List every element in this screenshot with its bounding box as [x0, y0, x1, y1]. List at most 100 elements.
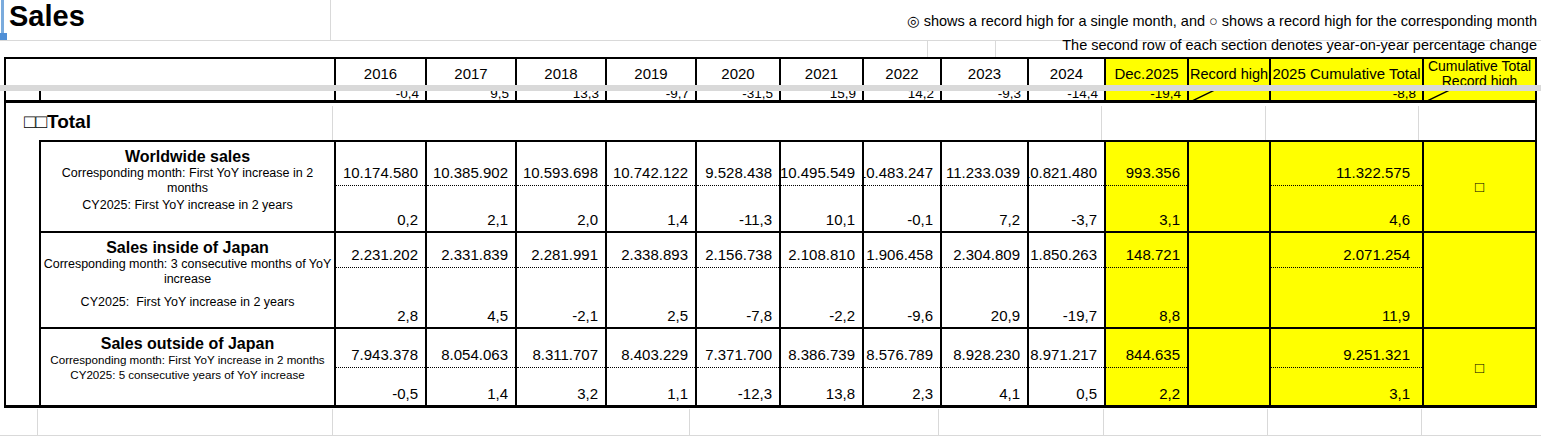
- dec-2025-header[interactable]: Dec.2025: [1104, 59, 1187, 88]
- yoy-pct: 10,1: [781, 186, 862, 231]
- cumulative-total-header[interactable]: 2025 Cumulative Total: [1269, 59, 1422, 88]
- cumulative-cell[interactable]: 11.322.5754,6: [1269, 140, 1422, 231]
- dec-value-cell[interactable]: 148.7218,8: [1104, 231, 1187, 327]
- header-empty-cell[interactable]: [6, 59, 334, 88]
- year-header[interactable]: 2022: [862, 59, 940, 88]
- yoy-pct: -11,3: [697, 186, 779, 231]
- year-header[interactable]: 2018: [515, 59, 605, 88]
- value-cell[interactable]: 10.483.247-0,1: [862, 140, 940, 231]
- value-cell[interactable]: 10.742.1221,4: [605, 140, 695, 231]
- yoy-pct: 1,1: [607, 368, 695, 405]
- sales-value: 10.821.480: [1029, 142, 1104, 186]
- sales-value: 7.371.700: [697, 329, 779, 368]
- cumulative-cell[interactable]: 2.071.25411,9: [1269, 231, 1422, 327]
- value-cell[interactable]: 8.971.2170,5: [1027, 327, 1104, 405]
- sales-value: 2.281.991: [517, 233, 605, 268]
- value-cell[interactable]: 10.174.5800,2: [334, 140, 425, 231]
- value-cell[interactable]: 8.054.0631,4: [425, 327, 515, 405]
- total-section-header[interactable]: □□Total: [6, 100, 1535, 140]
- year-header[interactable]: 2023: [940, 59, 1027, 88]
- value-cell[interactable]: 2.156.738-7,8: [695, 231, 779, 327]
- value-cell[interactable]: 2.338.8932,5: [605, 231, 695, 327]
- gridline: [1265, 106, 1266, 140]
- yoy-pct: 2,5: [607, 268, 695, 327]
- sales-value: 9.528.438: [697, 142, 779, 186]
- value-cell[interactable]: 11.233.0397,2: [940, 140, 1027, 231]
- gridline: [37, 409, 38, 435]
- year-header[interactable]: 2017: [425, 59, 515, 88]
- legend-second-row[interactable]: The second row of each section denotes y…: [1062, 37, 1537, 53]
- cumulative-record-mark-cell[interactable]: [1422, 231, 1535, 327]
- year-header[interactable]: 2016: [334, 59, 425, 88]
- record-high-cell[interactable]: [1187, 327, 1269, 405]
- value-cell[interactable]: 10.385.9022,1: [425, 140, 515, 231]
- cumulative-record-mark-cell[interactable]: □: [1422, 327, 1535, 405]
- cell-selection-handle[interactable]: [0, 33, 7, 40]
- yoy-pct: 4,6: [1271, 186, 1422, 231]
- value-cell[interactable]: 10.821.480-3,7: [1027, 140, 1104, 231]
- value-cell[interactable]: 8.576.7892,3: [862, 327, 940, 405]
- section-title: Sales outside of Japan: [41, 335, 334, 353]
- yoy-pct: 1,4: [427, 368, 515, 405]
- value-cell[interactable]: 7.943.378-0,5: [334, 327, 425, 405]
- yoy-pct: -0,5: [336, 368, 425, 405]
- year-header[interactable]: 2019: [605, 59, 695, 88]
- yoy-pct: -9,6: [864, 268, 940, 327]
- cumulative-record-mark-cell[interactable]: □: [1422, 140, 1535, 231]
- value-cell[interactable]: 1.906.458-9,6: [862, 231, 940, 327]
- value-cell[interactable]: 10.593.6982,0: [515, 140, 605, 231]
- section-note-cy: CY2025: First YoY increase in 2 years: [41, 198, 334, 212]
- cumulative-cell[interactable]: 9.251.3213,1: [1269, 327, 1422, 405]
- value-cell[interactable]: 2.281.991-2,1: [515, 231, 605, 327]
- value-cell[interactable]: 8.403.2291,1: [605, 327, 695, 405]
- sales-table: 2016 2017 2018 2019 2020 2021 2022 2023 …: [4, 57, 1537, 408]
- row-label-sales-outside-japan[interactable]: Sales outside of Japan Corresponding mon…: [39, 327, 334, 405]
- sales-value: 10.593.698: [517, 142, 605, 186]
- value-cell[interactable]: 2.331.8394,5: [425, 231, 515, 327]
- dec-value-cell[interactable]: 993.3563,1: [1104, 140, 1187, 231]
- yoy-pct: 20,9: [942, 268, 1027, 327]
- value-cell[interactable]: 1.850.263-19,7: [1027, 231, 1104, 327]
- dec-value-cell[interactable]: 844.6352,2: [1104, 327, 1187, 405]
- cumulative-record-high-header[interactable]: Cumulative Total Record high: [1422, 59, 1535, 88]
- value-cell[interactable]: 8.311.7073,2: [515, 327, 605, 405]
- value-cell[interactable]: 2.231.2022,8: [334, 231, 425, 327]
- gridline: [330, 0, 331, 40]
- value-cell[interactable]: 8.386.73913,8: [779, 327, 862, 405]
- sales-value: 2.071.254: [1271, 233, 1422, 268]
- yoy-pct: 8,8: [1106, 268, 1187, 327]
- value-cell[interactable]: 8.928.2304,1: [940, 327, 1027, 405]
- section-title: Sales inside of Japan: [41, 239, 334, 257]
- value-cell[interactable]: 7.371.700-12,3: [695, 327, 779, 405]
- row-label-worldwide-sales[interactable]: Worldwide sales Corresponding month: Fir…: [39, 140, 334, 231]
- legend-record-high[interactable]: ◎ shows a record high for a single month…: [907, 13, 1537, 29]
- year-header[interactable]: 2024: [1027, 59, 1104, 88]
- yoy-pct: 3,1: [1271, 368, 1422, 405]
- sales-value: 2.338.893: [607, 233, 695, 268]
- section-note-month: Corresponding month: 3 consecutive month…: [41, 257, 334, 286]
- sales-value: 8.928.230: [942, 329, 1027, 368]
- record-high-header[interactable]: Record high: [1187, 59, 1269, 88]
- sales-value: 2.231.202: [336, 233, 425, 268]
- yoy-pct: 3,1: [1106, 186, 1187, 231]
- section-note-cy: CY2025: First YoY increase in 2 years: [41, 295, 334, 309]
- yoy-pct: 7,2: [942, 186, 1027, 231]
- year-header[interactable]: 2020: [695, 59, 779, 88]
- sales-value: 10.385.902: [427, 142, 515, 186]
- record-high-cell[interactable]: [1187, 231, 1269, 327]
- year-header[interactable]: 2021: [779, 59, 862, 88]
- sales-value: 9.251.321: [1271, 329, 1422, 368]
- sales-value: 7.943.378: [336, 329, 425, 368]
- value-cell[interactable]: 2.304.80920,9: [940, 231, 1027, 327]
- sales-value: 2.331.839: [427, 233, 515, 268]
- section-note-cy: CY2025: 5 consecutive years of YoY incre…: [41, 368, 334, 381]
- value-cell[interactable]: 10.495.54910,1: [779, 140, 862, 231]
- page-title[interactable]: Sales: [9, 0, 85, 33]
- gridline: [1101, 106, 1102, 140]
- record-high-cell[interactable]: [1187, 140, 1269, 231]
- yoy-pct: -3,7: [1029, 186, 1104, 231]
- value-cell[interactable]: 2.108.810-2,2: [779, 231, 862, 327]
- yoy-pct: 4,5: [427, 268, 515, 327]
- value-cell[interactable]: 9.528.438-11,3: [695, 140, 779, 231]
- row-label-sales-inside-japan[interactable]: Sales inside of Japan Corresponding mont…: [39, 231, 334, 327]
